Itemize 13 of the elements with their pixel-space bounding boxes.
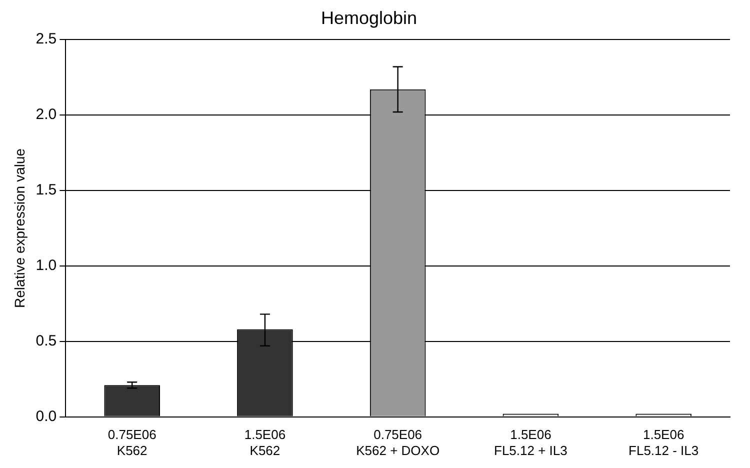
x-tick-label: 0.75E06 K562 + DOXO bbox=[356, 427, 440, 458]
y-tick-label: 1.0 bbox=[36, 257, 57, 274]
y-tick-label: 0.0 bbox=[36, 408, 57, 425]
y-axis-title: Relative expression value bbox=[11, 148, 28, 308]
y-tick-label: 1.5 bbox=[36, 182, 57, 199]
y-tick-label: 2.0 bbox=[36, 106, 57, 124]
x-tick-label: 1.5E06 FL5.12 + IL3 bbox=[494, 427, 568, 458]
y-tick-label: 0.5 bbox=[36, 332, 57, 350]
x-tick-label: 0.75E06 K562 bbox=[108, 427, 156, 458]
chart-title: Hemoglobin bbox=[320, 8, 418, 28]
y-tick-label: 2.5 bbox=[36, 30, 57, 48]
x-tick-label: 1.5E06 K562 bbox=[244, 427, 286, 458]
x-tick-label: 1.5E06 FL5.12 - IL3 bbox=[628, 427, 699, 458]
